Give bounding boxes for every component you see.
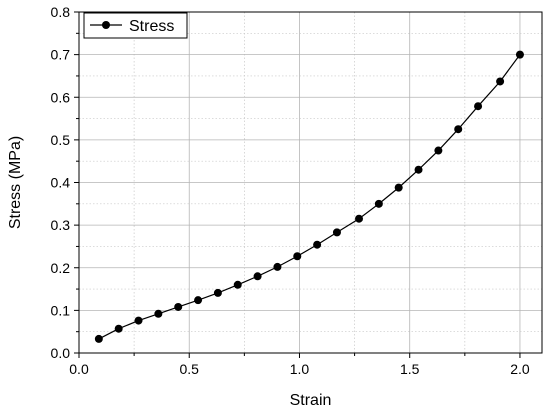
x-tick-label: 0.5 <box>180 361 200 377</box>
data-point <box>194 296 203 305</box>
y-tick-label: 0.5 <box>51 132 71 148</box>
series-layer <box>94 50 524 343</box>
data-point <box>414 165 423 174</box>
data-point <box>313 240 322 249</box>
x-tick-label: 1.0 <box>290 361 310 377</box>
data-point <box>496 77 505 86</box>
data-point <box>134 316 143 325</box>
data-point <box>213 288 222 297</box>
data-point <box>434 146 443 155</box>
legend-label-stress: Stress <box>129 18 174 35</box>
data-point <box>474 102 483 111</box>
tick-labels: 0.0 0.5 1.0 1.5 2.0 0.0 0.1 0.2 0.3 0.4 0.5 0.6 0.7 0… <box>51 4 530 377</box>
legend-marker <box>102 21 110 29</box>
data-point <box>374 199 383 208</box>
x-tick-label: 2.0 <box>510 361 530 377</box>
data-point <box>233 280 242 289</box>
data-point <box>114 324 123 333</box>
grid-lines <box>79 12 542 353</box>
legend: Stress <box>83 12 188 39</box>
data-point <box>454 125 463 134</box>
y-tick-label: 0.3 <box>51 217 71 233</box>
x-tick-label: 0.0 <box>69 361 89 377</box>
data-point <box>394 183 403 192</box>
axis-ticks <box>74 11 521 358</box>
data-point <box>94 334 103 343</box>
data-point <box>154 309 163 318</box>
y-tick-label: 0.1 <box>51 302 71 318</box>
y-tick-label: 0.7 <box>51 47 71 63</box>
x-tick-label: 1.5 <box>400 361 420 377</box>
data-point <box>355 214 364 223</box>
data-point <box>293 252 302 261</box>
data-point <box>515 50 524 59</box>
series-line-stress <box>98 54 521 340</box>
data-point <box>332 228 341 237</box>
data-point <box>253 272 262 281</box>
y-tick-label: 0.4 <box>51 175 71 191</box>
data-point <box>273 262 282 271</box>
y-tick-label: 0.0 <box>51 345 71 361</box>
y-tick-label: 0.6 <box>51 89 71 105</box>
x-axis-title: Strain <box>290 392 332 409</box>
y-tick-label: 0.2 <box>51 260 71 276</box>
y-tick-label: 0.8 <box>51 4 71 20</box>
data-point <box>174 302 183 311</box>
y-axis-title: Stress (MPa) <box>7 136 24 229</box>
